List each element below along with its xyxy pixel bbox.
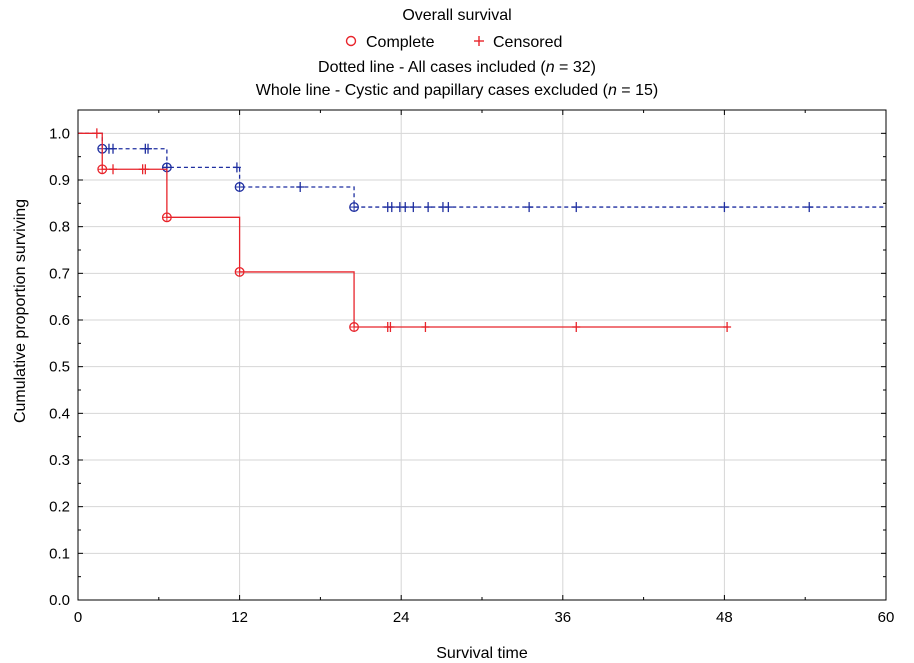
grid xyxy=(77,110,887,601)
x-tick-label: 48 xyxy=(716,609,733,626)
y-tick-label: 0.1 xyxy=(49,545,70,562)
complete-marker xyxy=(234,182,245,192)
chart-title: Overall survival xyxy=(402,7,511,24)
series-all-cases xyxy=(78,132,886,213)
x-tick-label: 12 xyxy=(231,609,248,626)
series-layer xyxy=(78,128,886,332)
subtitle-1-post: = 32) xyxy=(555,59,596,76)
legend-complete-marker xyxy=(345,35,357,47)
y-tick-label: 0.8 xyxy=(49,219,70,236)
complete-marker xyxy=(349,322,360,332)
y-tick-label: 1.0 xyxy=(49,125,70,142)
subtitle-1-pre: Dotted line - All cases included ( xyxy=(318,59,546,76)
y-tick-label: 0.0 xyxy=(49,592,70,609)
subtitle-line-2: Whole line - Cystic and papillary cases … xyxy=(256,82,658,99)
y-axis-label: Cumulative proportion surviving xyxy=(12,199,29,423)
subtitle-2-post: = 15) xyxy=(617,82,658,99)
complete-marker xyxy=(234,266,245,277)
x-tick-label: 60 xyxy=(878,609,895,626)
legend: Complete Censored xyxy=(345,34,562,51)
y-tick-label: 0.4 xyxy=(49,405,70,422)
legend-censored-marker xyxy=(474,36,484,46)
complete-marker xyxy=(161,212,172,223)
x-tick-label: 24 xyxy=(393,609,410,626)
subtitle-2-pre: Whole line - Cystic and papillary cases … xyxy=(256,82,609,99)
survival-step-line xyxy=(78,132,886,208)
y-tick-label: 0.3 xyxy=(49,452,70,469)
survival-step-line xyxy=(78,132,728,328)
series-excluded-cases xyxy=(78,128,732,332)
y-tick-label: 0.2 xyxy=(49,499,70,516)
y-tick-label: 0.9 xyxy=(49,172,70,189)
x-tick-label: 36 xyxy=(554,609,571,626)
y-tick-label: 0.5 xyxy=(49,359,70,376)
y-tick-label: 0.6 xyxy=(49,312,70,329)
subtitle-1-n: n xyxy=(546,59,555,76)
x-axis-label: Survival time xyxy=(436,645,528,662)
complete-marker xyxy=(349,202,360,213)
plot-frame xyxy=(77,109,887,601)
y-tick-label: 0.7 xyxy=(49,265,70,282)
legend-complete-label: Complete xyxy=(366,34,435,51)
y-axis-ticks: 0.0 0.1 0.2 0.3 0.4 0.5 0.6 0.7 0.8 0.9 1.0 xyxy=(49,109,886,609)
x-axis-ticks: 0 12 24 36 48 60 xyxy=(74,110,895,626)
complete-marker xyxy=(97,164,108,175)
x-tick-label: 0 xyxy=(74,609,82,626)
legend-censored-label: Censored xyxy=(493,34,562,51)
subtitle-line-1: Dotted line - All cases included (n = 32… xyxy=(318,59,596,76)
subtitle-2-n: n xyxy=(608,82,617,99)
